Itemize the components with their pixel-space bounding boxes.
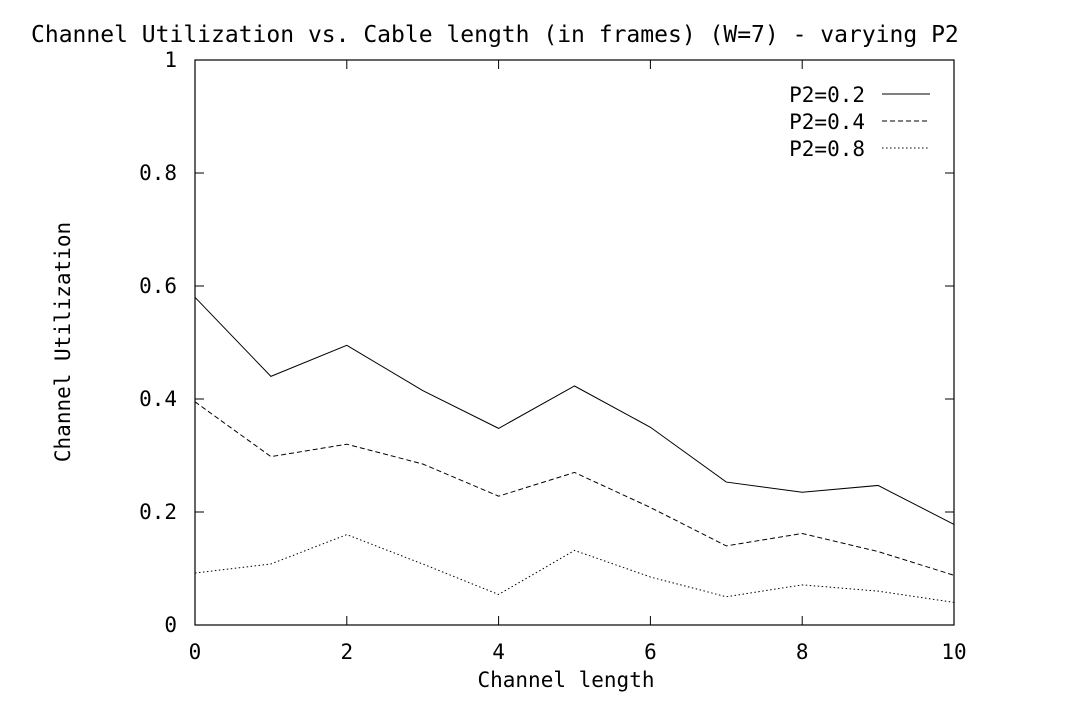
y-tick-label: 0 (164, 613, 177, 637)
x-tick-label: 8 (796, 640, 809, 664)
y-tick-label: 0.2 (139, 500, 177, 524)
x-tick-label: 10 (941, 640, 966, 664)
series-line-3 (194, 534, 955, 603)
y-tick-label: 0.8 (139, 161, 177, 185)
axis-ticks: 0 2 4 6 8 10 0 0.2 0.4 0.6 0.8 1 (139, 48, 967, 664)
y-tick-label: 0.6 (139, 274, 177, 298)
series-line-2 (194, 401, 955, 576)
legend-label-3: P2=0.8 (789, 137, 865, 161)
plot-area-frame (194, 59, 955, 626)
chart-title: Channel Utilization vs. Cable length (in… (31, 22, 959, 48)
x-axis-label: Channel length (477, 668, 654, 692)
series-line-1 (194, 296, 955, 525)
legend-label-2: P2=0.4 (789, 110, 865, 134)
legend: P2=0.2 P2=0.4 P2=0.8 (789, 83, 930, 161)
x-tick-label: 2 (340, 640, 353, 664)
x-tick-label: 4 (492, 640, 505, 664)
legend-label-1: P2=0.2 (789, 83, 865, 107)
y-tick-label: 1 (164, 48, 177, 72)
y-tick-label: 0.4 (139, 387, 177, 411)
x-tick-label: 0 (189, 640, 202, 664)
x-tick-label: 6 (644, 640, 657, 664)
series-lines (194, 296, 955, 603)
y-axis-label: Channel Utilization (51, 222, 75, 462)
